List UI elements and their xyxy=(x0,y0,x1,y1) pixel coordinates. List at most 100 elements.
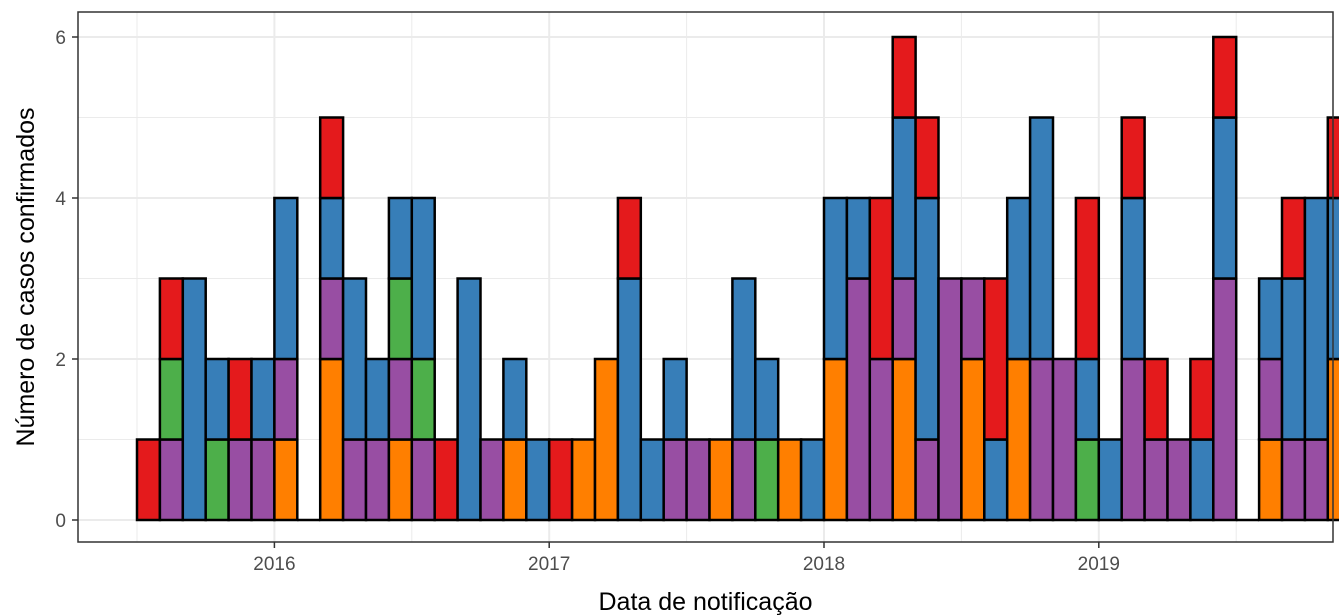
bar-segment-blue xyxy=(387,196,414,280)
x-tick-label: 2016 xyxy=(253,554,295,575)
bar-segment-purple xyxy=(1303,438,1330,522)
bar-segment-orange xyxy=(776,438,803,522)
bar-segment-blue xyxy=(456,277,482,522)
bar-segment-purple xyxy=(479,438,505,522)
y-tick-label: 2 xyxy=(55,350,66,371)
bar-segment-purple xyxy=(868,357,894,522)
bar-segment-blue xyxy=(914,196,940,441)
bar-segment-orange xyxy=(502,438,528,522)
y-tick-label: 6 xyxy=(55,28,66,49)
bar-segment-blue xyxy=(1189,438,1215,522)
bar-segment-blue xyxy=(364,357,391,441)
bar-segment-red xyxy=(547,438,574,522)
bar-segment-purple xyxy=(158,438,185,522)
bar-segment-blue xyxy=(799,438,826,522)
bar-segment-orange xyxy=(273,438,299,522)
bar-segment-blue xyxy=(204,357,230,441)
bar-segment-blue xyxy=(1212,116,1238,280)
bar-segment-purple xyxy=(731,438,757,522)
bar-segment-purple xyxy=(1028,357,1055,522)
y-axis: 0 2 4 6 xyxy=(55,28,78,532)
bar-segment-blue xyxy=(341,277,368,441)
bar-segment-red xyxy=(1074,196,1101,361)
bar-segment-orange xyxy=(570,438,597,522)
bar-segment-red xyxy=(227,357,253,441)
bar-segment-green xyxy=(158,357,185,441)
bar-segment-blue xyxy=(616,277,643,522)
bar-segment-blue xyxy=(181,277,207,522)
bar-segment-purple xyxy=(662,438,688,522)
bar-segment-orange xyxy=(891,357,917,522)
bar-segment-green xyxy=(754,438,780,522)
bar-segment-purple xyxy=(341,438,368,522)
bar-segment-blue xyxy=(662,357,688,441)
bar-segment-blue xyxy=(639,438,665,522)
bar-segment-orange xyxy=(822,357,849,522)
bar-segment-purple xyxy=(364,438,391,522)
bar-segment-purple xyxy=(685,438,711,522)
bar-segment-purple xyxy=(227,438,253,522)
bar-segment-blue xyxy=(1097,438,1123,522)
bar-segment-blue xyxy=(1303,196,1330,441)
x-tick-label: 2017 xyxy=(528,554,570,575)
bar-segment-purple xyxy=(937,277,963,522)
bar-segment-red xyxy=(135,438,162,522)
bar-segment-orange xyxy=(1257,438,1284,522)
bar-segment-blue xyxy=(1005,196,1032,361)
bar-segment-orange xyxy=(387,438,414,522)
bar-segment-blue xyxy=(410,196,436,361)
bar-segment-orange xyxy=(960,357,986,522)
x-tick-label: 2019 xyxy=(1078,554,1120,575)
x-tick-label: 2018 xyxy=(803,554,845,575)
bar-segment-purple xyxy=(318,277,345,361)
bar-segment-blue xyxy=(754,357,780,441)
bar-segment-red xyxy=(1189,357,1215,441)
bar-segment-orange xyxy=(593,357,620,522)
bar-segment-red xyxy=(1280,196,1307,280)
bar-segment-blue xyxy=(822,196,849,361)
bar-segment-red xyxy=(1212,35,1238,119)
bar-segment-blue xyxy=(1074,357,1101,441)
bar-segment-orange xyxy=(708,438,734,522)
bar-segment-red xyxy=(616,196,643,280)
bar-segment-red xyxy=(158,277,185,361)
bar-segment-blue xyxy=(318,196,345,280)
bar-segment-red xyxy=(433,438,459,522)
bar-segment-purple xyxy=(891,277,917,361)
bar-segment-blue xyxy=(525,438,551,522)
bar-segment-blue xyxy=(273,196,299,361)
bar-segment-orange xyxy=(318,357,345,522)
bar-segment-red xyxy=(318,116,345,200)
bar-segment-purple xyxy=(1212,277,1238,522)
bar-segment-orange xyxy=(1005,357,1032,522)
bar-segment-purple xyxy=(1280,438,1307,522)
bar-segment-purple xyxy=(1051,357,1078,522)
bar-segment-purple xyxy=(960,277,986,361)
bar-segment-blue xyxy=(845,196,872,280)
bar-segment-blue xyxy=(891,116,917,280)
bar-segment-purple xyxy=(1120,357,1146,522)
bar-segment-red xyxy=(868,196,894,361)
panel-border xyxy=(77,11,1334,543)
y-tick-label: 0 xyxy=(55,511,66,532)
bar-segment-blue xyxy=(983,438,1009,522)
bar-segment-red xyxy=(1143,357,1169,441)
bar-segment-blue xyxy=(1028,116,1055,361)
bar-segment-blue xyxy=(1257,277,1284,361)
bar-segment-red xyxy=(891,35,917,119)
bar-segment-purple xyxy=(1257,357,1284,441)
bar-segment-purple xyxy=(273,357,299,441)
bar-segment-red xyxy=(1120,116,1146,200)
x-axis-title: Data de notificação xyxy=(598,588,812,616)
y-axis-title: Número de casos confirmados xyxy=(12,107,40,446)
bar-segment-purple xyxy=(410,438,436,522)
bar-segment-purple xyxy=(1143,438,1169,522)
bar-segment-purple xyxy=(387,357,414,441)
bar-segment-red xyxy=(983,277,1009,441)
bar-segment-red xyxy=(914,116,940,200)
bar-segment-purple xyxy=(250,438,276,522)
y-tick-label: 4 xyxy=(55,189,66,210)
bar-segment-green xyxy=(410,357,436,441)
bar-segment-blue xyxy=(1120,196,1146,361)
